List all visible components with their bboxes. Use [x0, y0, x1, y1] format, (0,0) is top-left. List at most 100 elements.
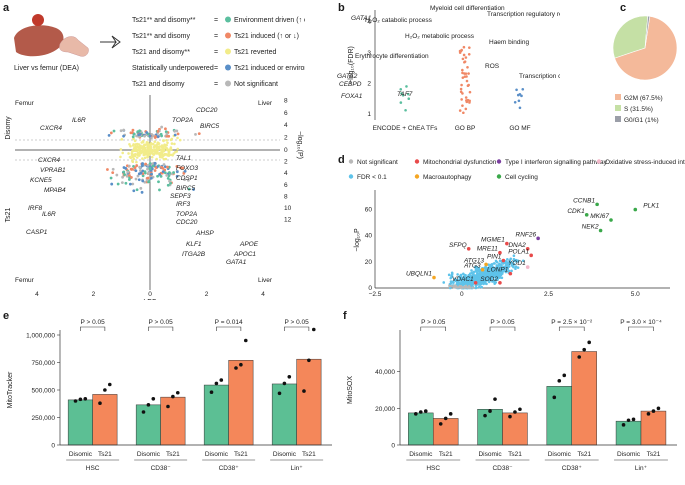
point [142, 146, 146, 149]
point [176, 147, 180, 151]
point [111, 167, 115, 171]
significance-bracket [148, 326, 174, 331]
series-tick: Ts21 [577, 451, 591, 458]
point [169, 138, 173, 142]
annotation: GATA2 [337, 73, 358, 80]
point [447, 273, 451, 277]
annotation: ROS [485, 63, 500, 70]
legend-swatch [615, 94, 621, 100]
group-label: CD38⁺ [562, 465, 583, 472]
point [166, 183, 170, 187]
point [169, 153, 173, 157]
point [469, 276, 472, 279]
point [139, 171, 143, 175]
point [143, 152, 146, 155]
replicate-point [577, 355, 582, 359]
x-tick: 5.0 [631, 291, 640, 298]
bar [203, 384, 229, 446]
gene-label: SFPQ [449, 242, 467, 249]
significance-bracket [420, 326, 447, 331]
highlight-point [525, 265, 530, 269]
point [167, 174, 171, 178]
legend-eq: = [214, 33, 218, 40]
gene-label: CDC20 [176, 219, 198, 226]
legend-label: Ts21 and disomy** [132, 49, 190, 56]
point [167, 150, 171, 153]
p-value: P = 3.0 × 10⁻⁴ [620, 319, 662, 326]
bar [271, 383, 297, 446]
point [461, 76, 465, 79]
highlight-point [525, 247, 530, 251]
point [167, 134, 171, 138]
point [474, 270, 478, 273]
point [452, 281, 455, 284]
point [148, 166, 152, 170]
point [115, 173, 119, 177]
point [165, 143, 168, 147]
point [139, 151, 143, 155]
point [122, 128, 126, 132]
annotation: Transcription regulatory region nucleic … [487, 11, 560, 18]
point [465, 99, 468, 102]
gene-label: IL6R [72, 117, 86, 124]
point [465, 79, 469, 83]
point [159, 132, 163, 136]
point [155, 146, 159, 149]
point [121, 151, 125, 155]
legend-dot [348, 174, 354, 179]
point [120, 138, 124, 141]
point [461, 71, 464, 75]
bar [571, 351, 597, 446]
replicate-point [239, 362, 243, 367]
point [130, 168, 134, 171]
point [464, 72, 468, 75]
point [491, 273, 494, 277]
point [442, 281, 446, 284]
series-tick: Disomic [205, 451, 229, 458]
point [483, 277, 487, 281]
point [125, 174, 129, 178]
legend-label: S (31.5%) [624, 106, 653, 113]
point [135, 149, 139, 153]
y-tick: 40,000 [375, 369, 395, 376]
point [467, 273, 471, 277]
replicate-point [448, 412, 453, 416]
point [141, 179, 145, 183]
corner-femur: Femur [15, 277, 35, 284]
highlight-point [432, 275, 436, 280]
panel-label-a: a [3, 2, 10, 14]
point [183, 178, 186, 182]
replicate-point [438, 422, 443, 426]
replicate-point [73, 399, 78, 403]
gene-label: CDC20 [196, 107, 218, 114]
replicate-point [443, 416, 448, 421]
y-tick: 500,000 [32, 388, 56, 395]
point [466, 277, 470, 280]
point [464, 56, 468, 59]
point [477, 273, 480, 276]
x-tick: 2 [205, 291, 209, 298]
y-tick: 6 [284, 110, 288, 117]
group-label: CD38⁺ [219, 465, 240, 472]
point [155, 157, 158, 161]
point [152, 146, 156, 149]
annotation: Erythrocyte differentiation [355, 53, 429, 60]
point [479, 271, 482, 274]
point [116, 182, 120, 186]
point [140, 190, 144, 194]
legend-dot [225, 48, 231, 55]
significance-bracket [489, 326, 516, 331]
point [128, 155, 132, 159]
point [165, 174, 169, 177]
series-tick: Disomic [478, 451, 502, 458]
point [166, 165, 169, 169]
point [480, 280, 483, 283]
legend-dot [414, 174, 420, 179]
point [143, 156, 147, 160]
legend-label: Statistically underpowered [132, 65, 214, 72]
y-tick: 60 [365, 207, 373, 214]
point [109, 176, 113, 180]
point [514, 260, 518, 263]
gene-label: MKI67 [590, 213, 609, 220]
gene-label: CDSP1 [176, 175, 198, 182]
